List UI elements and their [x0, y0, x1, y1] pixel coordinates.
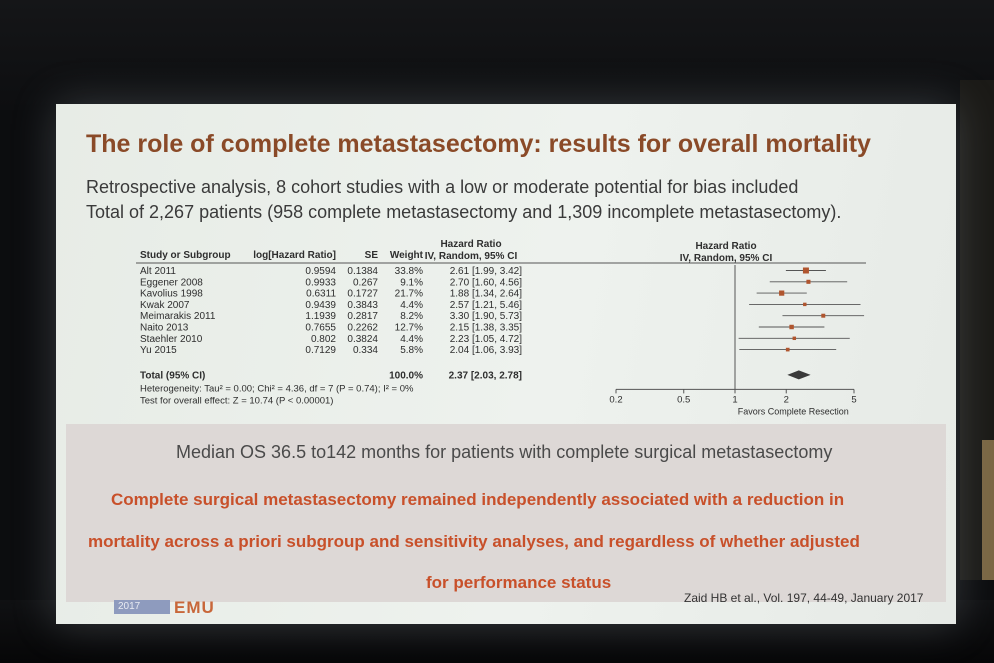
study-se: 0.2262	[347, 323, 378, 334]
study-point-marker	[792, 336, 797, 341]
study-weight: 33.8%	[395, 266, 423, 277]
forest-footer: Heterogeneity: Tau² = 0.00; Chi² = 4.36,…	[140, 383, 414, 406]
heterogeneity-stat: Heterogeneity: Tau² = 0.00; Chi² = 4.36,…	[140, 383, 414, 394]
study-log-hr: 1.1939	[305, 311, 336, 322]
overall-effect-stat: Test for overall effect: Z = 10.74 (P < …	[140, 395, 333, 406]
header-study: Study or Subgroup	[140, 250, 231, 261]
study-se: 0.3824	[347, 334, 378, 345]
study-se: 0.334	[353, 345, 378, 356]
favors-label: Favors Complete Resection	[738, 406, 849, 416]
study-point-marker	[785, 347, 790, 352]
x-axis-tick-label: 0.5	[677, 394, 690, 405]
study-point-marker	[802, 267, 809, 274]
study-log-hr: 0.9594	[305, 266, 336, 277]
study-name: Staehler 2010	[140, 334, 203, 345]
total-label: Total (95% CI)	[140, 370, 205, 381]
study-weight: 12.7%	[395, 323, 423, 334]
citation: Zaid HB et al., Vol. 197, 44-49, January…	[684, 591, 924, 605]
study-name: Yu 2015	[140, 345, 177, 356]
total-diamond	[787, 370, 811, 380]
study-point-marker	[806, 279, 811, 284]
header-hr-sub: IV, Random, 95% CI	[425, 251, 518, 262]
conference-logo: EMU	[174, 598, 215, 617]
forest-headers: Study or Subgroup log[Hazard Ratio] SE Weig…	[136, 239, 866, 264]
study-se: 0.2817	[347, 311, 378, 322]
study-se: 0.1384	[347, 266, 378, 277]
header-weight: Weight	[390, 250, 424, 261]
conclusion-line-1: Complete surgical metastasectomy remaine…	[111, 490, 845, 509]
conclusion-line-2: mortality across a priori subgroup and s…	[88, 532, 860, 551]
header-plot-sub: IV, Random, 95% CI	[680, 253, 773, 264]
header-log-hr: log[Hazard Ratio]	[253, 250, 336, 261]
study-point-marker	[821, 313, 826, 318]
study-point-marker	[803, 302, 807, 307]
study-point-marker	[789, 324, 794, 330]
study-weight: 8.2%	[400, 311, 423, 322]
header-hr-top: Hazard Ratio	[440, 239, 501, 250]
header-se: SE	[365, 250, 379, 261]
forest-rows: Alt 2011 0.9594 0.1384 33.8% 2.61 [1.99, 3.4…	[140, 266, 522, 381]
study-log-hr: 0.802	[311, 334, 336, 345]
study-log-hr: 0.9439	[305, 300, 336, 311]
study-name: Eggener 2008	[140, 277, 203, 288]
slide-title: The role of complete metastasectomy: res…	[86, 130, 871, 158]
wall-light	[982, 440, 994, 580]
study-se: 0.3843	[347, 300, 378, 311]
logo-year-badge: 2017	[114, 600, 170, 614]
room-ceiling	[0, 0, 994, 110]
subtitle-line-2: Total of 2,267 patients (958 complete me…	[86, 202, 842, 222]
summary-box: Median OS 36.5 to142 months for patients…	[66, 424, 946, 602]
median-os-text: Median OS 36.5 to142 months for patients…	[176, 442, 833, 462]
total-weight: 100.0%	[389, 370, 423, 381]
study-name: Kwak 2007	[140, 300, 190, 311]
study-weight: 4.4%	[400, 334, 423, 345]
projection-screen: The role of complete metastasectomy: res…	[56, 104, 956, 624]
x-axis-tick-label: 0.2	[609, 394, 622, 405]
study-log-hr: 0.6311	[306, 289, 336, 300]
study-point-marker	[779, 290, 785, 296]
study-hr-ci: 2.15 [1.38, 3.35]	[450, 323, 523, 334]
study-log-hr: 0.7655	[305, 323, 336, 334]
study-log-hr: 0.7129	[305, 345, 336, 356]
study-hr-ci: 2.57 [1.21, 5.46]	[450, 300, 523, 311]
x-axis-tick-label: 1	[732, 394, 737, 405]
study-name: Alt 2011	[140, 266, 176, 277]
study-weight: 21.7%	[395, 289, 423, 300]
x-axis-tick-label: 2	[784, 394, 789, 405]
study-hr-ci: 2.61 [1.99, 3.42]	[450, 266, 523, 277]
study-hr-ci: 2.23 [1.05, 4.72]	[450, 334, 523, 345]
study-se: 0.267	[353, 277, 378, 288]
study-log-hr: 0.9933	[305, 277, 336, 288]
study-weight: 9.1%	[400, 277, 423, 288]
study-name: Naito 2013	[140, 323, 189, 334]
study-se: 0.1727	[347, 289, 378, 300]
study-hr-ci: 1.88 [1.34, 2.64]	[450, 289, 523, 300]
subtitle-line-1: Retrospective analysis, 8 cohort studies…	[86, 177, 799, 197]
total-hr-ci: 2.37 [2.03, 2.78]	[449, 370, 522, 381]
study-weight: 4.4%	[400, 300, 423, 311]
study-hr-ci: 2.70 [1.60, 4.56]	[450, 277, 523, 288]
study-hr-ci: 3.30 [1.90, 5.73]	[450, 311, 523, 322]
forest-plot: Study or Subgroup log[Hazard Ratio] SE Weig…	[136, 239, 866, 416]
conclusion-line-3: for performance status	[426, 573, 612, 592]
study-weight: 5.8%	[400, 345, 423, 356]
study-name: Kavolius 1998	[140, 289, 203, 300]
header-plot-top: Hazard Ratio	[695, 241, 756, 252]
study-hr-ci: 2.04 [1.06, 3.93]	[450, 345, 523, 356]
x-axis-tick-label: 5	[851, 394, 856, 405]
study-name: Meimarakis 2011	[140, 311, 216, 322]
